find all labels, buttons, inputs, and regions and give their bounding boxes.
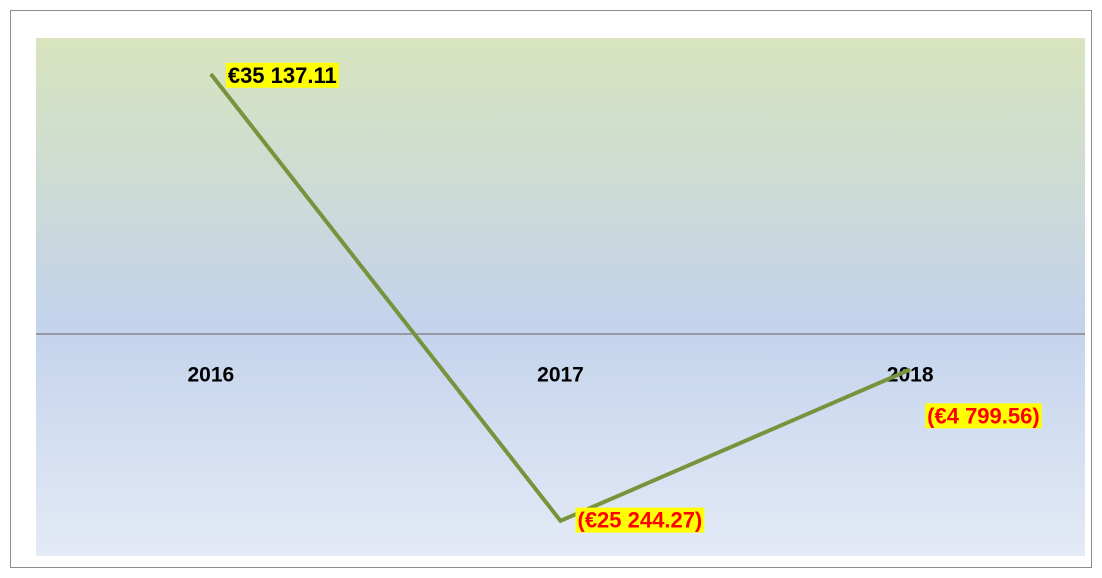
data-label: €35 137.11 [228, 63, 337, 88]
data-label-background [225, 62, 339, 88]
data-label-background [575, 507, 705, 533]
x-tick-label: 2016 [187, 364, 234, 387]
data-label-background [925, 403, 1042, 429]
line [209, 72, 911, 524]
x-tick-label: 2018 [887, 364, 934, 387]
data-label: (€25 244.27) [578, 508, 703, 533]
data-label: (€4 799.56) [927, 403, 1040, 428]
plot-area [36, 38, 1085, 556]
x-tick-label: 2017 [537, 364, 584, 387]
